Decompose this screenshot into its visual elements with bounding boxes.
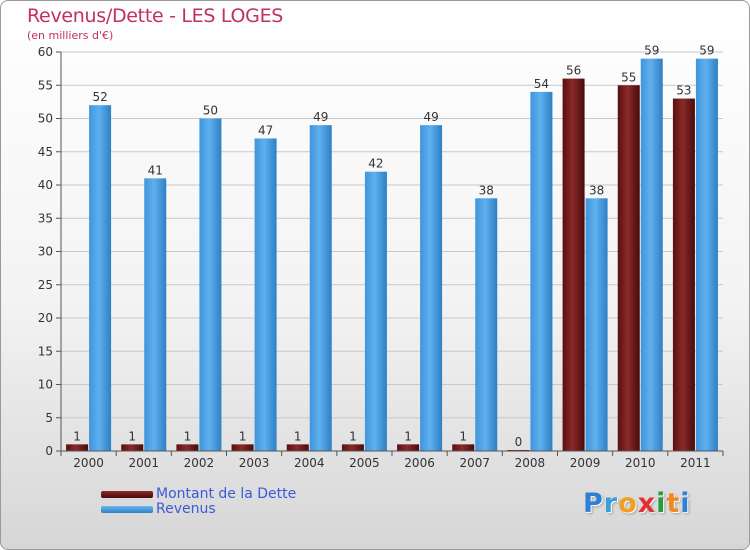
data-label-debt: 1 [239,429,247,443]
bar-revenue-2010 [640,58,663,452]
x-tick-label: 2005 [349,456,380,470]
bar-debt-2001 [121,444,144,451]
y-tick-label: 15 [38,344,53,358]
x-tick-label: 2010 [625,456,656,470]
legend-swatch-revenue [101,506,153,513]
data-label-revenue: 41 [148,163,163,177]
data-label-revenue: 38 [479,183,494,197]
bar-revenue-2004 [309,125,332,452]
x-tick-label: 2003 [239,456,270,470]
logo-letter: x [637,488,657,519]
y-tick-label: 20 [38,311,53,325]
logo-letter: r [603,488,619,519]
bar-revenue-2006 [420,125,443,452]
logo-letter: i [680,488,691,519]
bar-debt-2006 [397,444,420,451]
bar-debt-2011 [672,98,695,452]
y-tick-label: 60 [38,45,53,59]
bar-revenue-2001 [144,178,167,451]
logo-letter: P [583,488,604,519]
data-label-debt: 55 [621,70,636,84]
y-tick-label: 30 [38,245,53,259]
data-label-revenue: 47 [258,123,273,137]
grid-layer [61,51,723,452]
bar-revenue-2000 [89,105,112,451]
bar-debt-2003 [231,444,254,451]
legend-label-debt: Montant de la Dette [156,486,297,502]
data-label-debt: 1 [128,429,136,443]
bar-debt-2007 [452,444,475,451]
logo-letter: t [666,488,681,519]
y-tick-label: 0 [45,444,53,458]
data-label-debt: 1 [459,429,467,443]
x-tick-label: 2011 [680,456,711,470]
data-label-debt: 1 [294,429,302,443]
logo-letter: i [656,488,667,519]
data-label-revenue: 42 [368,157,383,171]
y-tick-label: 55 [38,78,53,92]
data-label-revenue: 50 [203,104,218,118]
logo-letter: o [618,488,638,519]
bars-layer [66,58,718,452]
data-label-debt: 1 [404,429,412,443]
y-tick-label: 40 [38,178,53,192]
x-tick-label: 2000 [73,456,104,470]
x-tick-label: 2002 [184,456,215,470]
data-label-revenue: 49 [313,110,328,124]
data-label-revenue: 38 [589,183,604,197]
bar-revenue-2005 [364,171,387,451]
legend-swatch-debt [101,491,153,498]
proxiti-logo: Proxiti [583,488,691,519]
chart-subtitle: (en milliers d'€) [27,29,114,42]
x-tick-label: 2006 [404,456,435,470]
bar-debt-2000 [66,444,89,451]
bar-revenue-2002 [199,118,222,451]
bar-debt-2010 [617,85,640,451]
x-tick-label: 2001 [128,456,159,470]
data-label-revenue: 59 [644,44,659,58]
data-label-debt: 1 [73,429,81,443]
y-tick-label: 50 [38,112,53,126]
y-tick-label: 10 [38,378,53,392]
data-label-revenue: 54 [534,77,549,91]
data-label-debt: 56 [566,64,581,78]
y-tick-label: 5 [45,411,53,425]
bar-revenue-2003 [254,138,277,451]
x-tick-label: 2004 [294,456,325,470]
y-tick-label: 45 [38,145,53,159]
bar-debt-2009 [562,78,585,451]
x-tick-label: 2009 [570,456,601,470]
bar-debt-2002 [176,444,199,451]
bar-revenue-2011 [695,58,718,452]
data-label-debt: 53 [676,84,691,98]
y-tick-label: 35 [38,211,53,225]
bar-revenue-2008 [530,91,553,452]
x-tick-label: 2008 [515,456,546,470]
data-label-debt: 0 [515,435,523,449]
bar-revenue-2007 [475,198,498,451]
chart-title: Revenus/Dette - LES LOGES [27,5,284,27]
data-label-debt: 1 [184,429,192,443]
data-label-revenue: 52 [92,90,107,104]
bar-debt-2004 [286,444,309,451]
data-label-debt: 1 [349,429,357,443]
data-label-revenue: 49 [423,110,438,124]
bar-revenue-2009 [585,198,608,451]
y-tick-label: 25 [38,278,53,292]
data-label-revenue: 59 [699,44,714,58]
labels-layer: 1 52 1 41 1 50 1 47 1 49 1 42 1 49 1 38 0 54 56 38 55 59 53 59 [73,44,714,449]
x-tick-label: 2007 [459,456,490,470]
legend-label-revenue: Revenus [156,501,216,517]
bar-debt-2005 [341,444,364,451]
